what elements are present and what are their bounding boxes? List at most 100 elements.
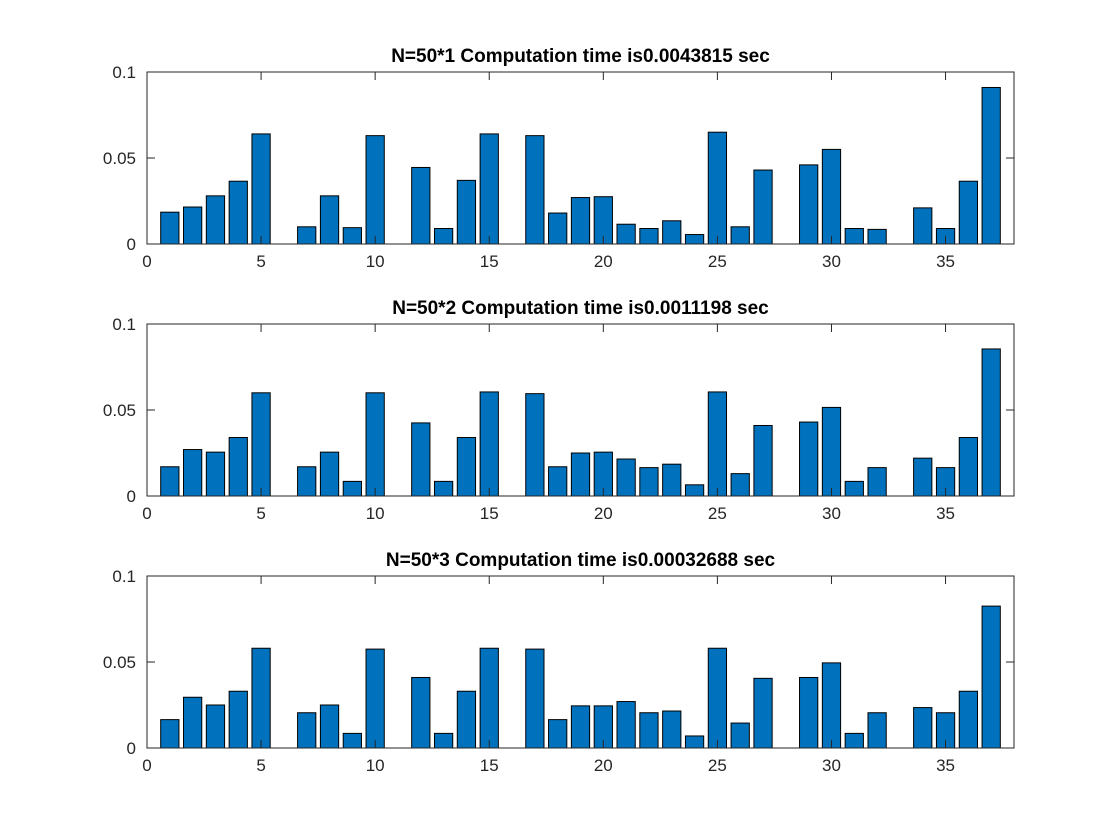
bar [205, 704, 226, 749]
x-tick-label: 30 [822, 252, 841, 271]
bar [411, 422, 431, 497]
x-tick-label: 15 [480, 756, 499, 775]
bar [319, 195, 340, 245]
bar [730, 226, 750, 245]
bar [821, 148, 842, 245]
bar [753, 424, 773, 497]
bar [662, 220, 682, 245]
bar [867, 467, 887, 497]
y-tick-label: 0 [127, 487, 136, 506]
y-tick-label: 0 [127, 739, 136, 758]
bar [844, 732, 864, 749]
bar [319, 704, 340, 749]
subplot-3: N=50*3 Computation time is0.00032688 sec… [103, 550, 1015, 775]
x-tick-label: 30 [822, 504, 841, 523]
bar [844, 480, 864, 497]
subplot-title: N=50*2 Computation time is0.0011198 sec [392, 298, 769, 319]
bar [958, 437, 978, 497]
bar [365, 135, 385, 245]
bar [548, 466, 568, 497]
y-tick-label: 0.05 [103, 401, 136, 420]
bar [456, 179, 477, 245]
x-tick-label: 0 [142, 504, 151, 523]
x-tick-label: 35 [936, 504, 955, 523]
bar [456, 690, 477, 749]
y-tick-label: 0.1 [112, 63, 136, 82]
bar [228, 437, 248, 497]
bar [799, 164, 819, 245]
bar [228, 690, 248, 749]
bar [297, 466, 317, 497]
bar [639, 467, 659, 497]
bar [753, 169, 773, 245]
bar [297, 226, 317, 245]
bar [251, 647, 271, 749]
bar [958, 690, 978, 749]
bar [548, 719, 568, 749]
bar [183, 449, 203, 497]
bar [548, 212, 568, 245]
bar [958, 180, 978, 245]
y-tick-label: 0.05 [103, 149, 136, 168]
bar [365, 648, 385, 749]
bar [525, 393, 545, 497]
bar [821, 662, 842, 749]
y-tick-label: 0.1 [112, 315, 136, 334]
bar [913, 207, 933, 245]
bar [684, 735, 705, 749]
bar [867, 228, 887, 245]
bar [570, 452, 591, 497]
y-tick-label: 0 [127, 235, 136, 254]
bar [981, 86, 1001, 245]
x-tick-label: 0 [142, 252, 151, 271]
bar [479, 391, 499, 497]
bar [342, 227, 362, 245]
bar [205, 451, 226, 497]
bar [456, 437, 477, 497]
bar [799, 676, 819, 749]
x-tick-label: 25 [708, 252, 727, 271]
bar [844, 228, 864, 245]
bar [205, 195, 226, 245]
bar [799, 421, 819, 497]
bar [479, 133, 499, 245]
x-tick-label: 25 [708, 504, 727, 523]
bar [251, 392, 271, 497]
bar [411, 166, 431, 245]
x-tick-label: 5 [256, 504, 265, 523]
x-tick-label: 25 [708, 756, 727, 775]
x-tick-label: 35 [936, 756, 955, 775]
bar [616, 223, 636, 245]
subplot-title: N=50*3 Computation time is0.00032688 sec [386, 550, 776, 571]
x-tick-label: 5 [256, 252, 265, 271]
bar [160, 466, 180, 497]
bar [707, 131, 728, 245]
subplot-1: N=50*1 Computation time is0.0043815 sec 0… [103, 46, 1015, 271]
bar [981, 348, 1001, 497]
x-tick-label: 30 [822, 756, 841, 775]
bar [183, 696, 203, 749]
bar [365, 392, 385, 497]
x-tick-label: 20 [594, 756, 613, 775]
x-tick-label: 0 [142, 756, 151, 775]
bar [160, 719, 180, 749]
bar [981, 605, 1001, 749]
bar [342, 732, 362, 749]
bar [684, 234, 705, 245]
bar [411, 676, 431, 749]
bar [570, 197, 591, 245]
y-tick-label: 0.05 [103, 653, 136, 672]
bar [730, 473, 750, 497]
bar [616, 458, 636, 497]
bar [297, 712, 317, 749]
bar [662, 710, 682, 749]
bar [433, 732, 454, 749]
bar [570, 705, 591, 749]
x-tick-label: 10 [366, 504, 385, 523]
x-tick-label: 20 [594, 252, 613, 271]
bar [342, 480, 362, 497]
x-tick-label: 35 [936, 252, 955, 271]
bar [684, 484, 705, 497]
bar [913, 457, 933, 497]
